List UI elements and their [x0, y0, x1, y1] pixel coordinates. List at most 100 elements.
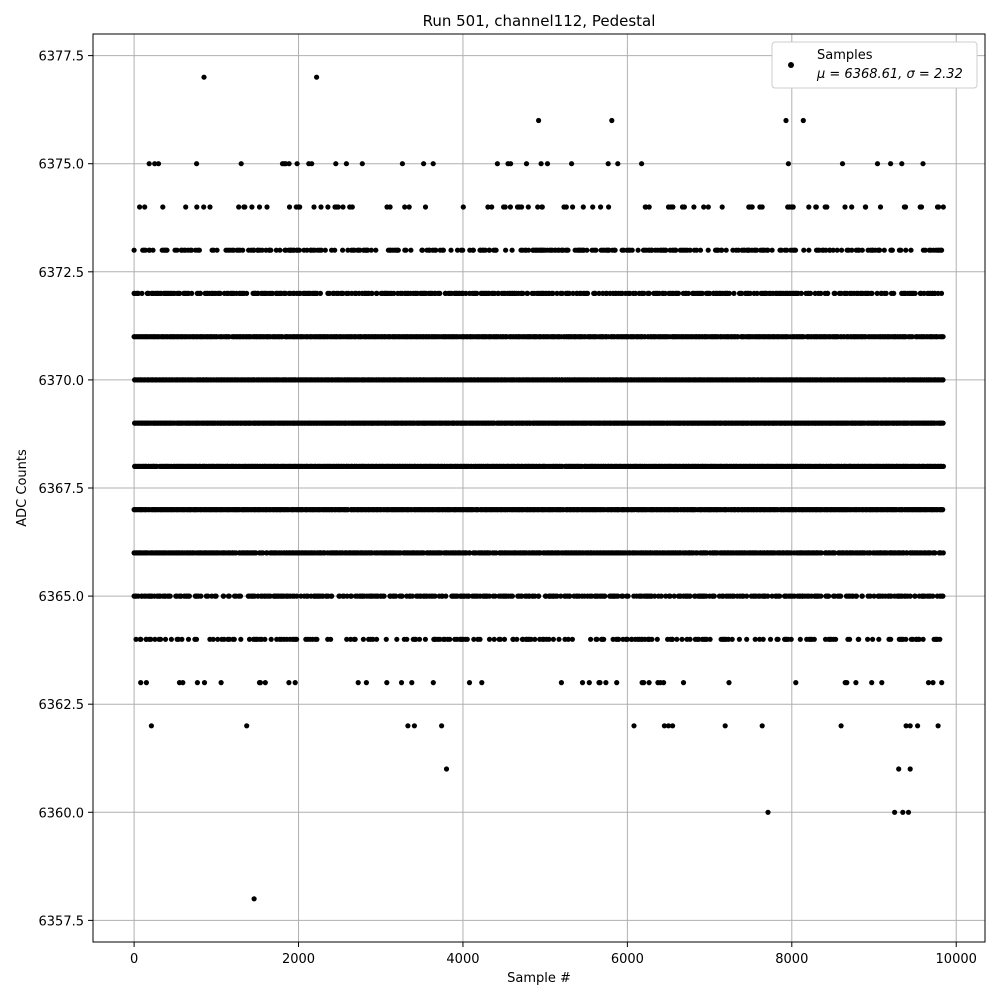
data-point — [205, 593, 211, 599]
data-point — [296, 247, 302, 253]
data-point — [440, 247, 446, 253]
data-point — [685, 290, 692, 296]
data-point — [754, 247, 760, 253]
data-point — [629, 247, 635, 253]
data-point — [454, 247, 461, 253]
data-point — [823, 247, 829, 253]
data-point — [932, 550, 938, 556]
data-point — [908, 247, 914, 253]
data-point — [747, 290, 753, 296]
data-point — [326, 290, 332, 296]
data-point — [329, 593, 335, 599]
data-point — [369, 290, 375, 296]
data-point — [585, 290, 591, 296]
data-point — [596, 290, 602, 296]
data-point — [164, 247, 170, 253]
data-point — [832, 550, 838, 556]
data-point — [806, 247, 812, 253]
data-point — [883, 290, 889, 296]
data-point — [304, 247, 310, 253]
data-point — [874, 290, 880, 296]
data-point — [938, 290, 945, 296]
data-point — [259, 247, 265, 253]
data-point — [150, 247, 156, 253]
data-point — [244, 290, 250, 296]
data-point — [719, 247, 725, 253]
data-point — [818, 550, 824, 556]
data-point — [240, 247, 246, 253]
data-point — [940, 550, 946, 556]
data-point — [798, 290, 804, 296]
data-point — [723, 247, 729, 253]
data-point — [834, 247, 840, 253]
data-point — [584, 247, 590, 253]
data-point — [940, 420, 946, 426]
data-point — [470, 247, 476, 253]
data-point — [393, 593, 399, 599]
data-point — [825, 290, 831, 296]
data-point — [662, 290, 668, 296]
data-point — [891, 290, 897, 296]
data-point — [317, 290, 323, 296]
data-point — [460, 247, 466, 253]
data-point — [437, 290, 443, 296]
data-point — [675, 290, 682, 296]
data-point — [559, 290, 565, 296]
data-point — [368, 247, 374, 253]
data-point — [940, 463, 947, 469]
data-point — [839, 247, 845, 253]
data-point — [142, 247, 148, 253]
data-point — [443, 593, 449, 599]
data-point — [792, 247, 799, 253]
data-point — [731, 290, 737, 296]
data-point — [467, 550, 473, 556]
data-point — [881, 247, 887, 253]
data-point — [903, 247, 909, 253]
data-point — [592, 290, 598, 296]
data-point — [898, 247, 904, 253]
data-point — [509, 593, 515, 599]
data-point — [525, 290, 531, 296]
data-point — [922, 247, 929, 253]
data-point — [197, 290, 203, 296]
data-point — [818, 290, 824, 296]
data-point — [273, 247, 279, 253]
data-point — [646, 290, 652, 296]
data-point — [269, 290, 276, 296]
data-point — [395, 247, 401, 253]
data-point — [340, 247, 346, 253]
data-point — [268, 247, 274, 253]
data-point — [373, 247, 379, 253]
data-point — [474, 290, 480, 296]
data-point — [174, 247, 180, 253]
data-point — [433, 247, 439, 253]
data-point — [374, 290, 380, 296]
data-point — [632, 290, 639, 296]
data-point — [466, 593, 472, 599]
data-point — [765, 247, 771, 253]
data-point — [735, 247, 742, 253]
data-point — [726, 290, 733, 296]
data-point — [877, 247, 883, 253]
data-point — [784, 247, 790, 253]
data-point — [687, 247, 693, 253]
data-point — [739, 290, 745, 296]
data-point — [198, 593, 204, 599]
data-point — [754, 290, 760, 296]
data-point — [778, 247, 785, 253]
data-point — [520, 290, 526, 296]
data-point — [348, 593, 354, 599]
data-point — [294, 593, 300, 599]
data-point — [226, 593, 232, 599]
data-point — [663, 247, 669, 253]
data-point — [277, 247, 283, 253]
data-point — [566, 290, 572, 296]
data-point — [486, 247, 493, 253]
data-point — [492, 593, 498, 599]
data-point — [830, 247, 836, 253]
data-point — [940, 334, 946, 340]
data-point — [131, 247, 137, 253]
data-point — [940, 377, 946, 383]
